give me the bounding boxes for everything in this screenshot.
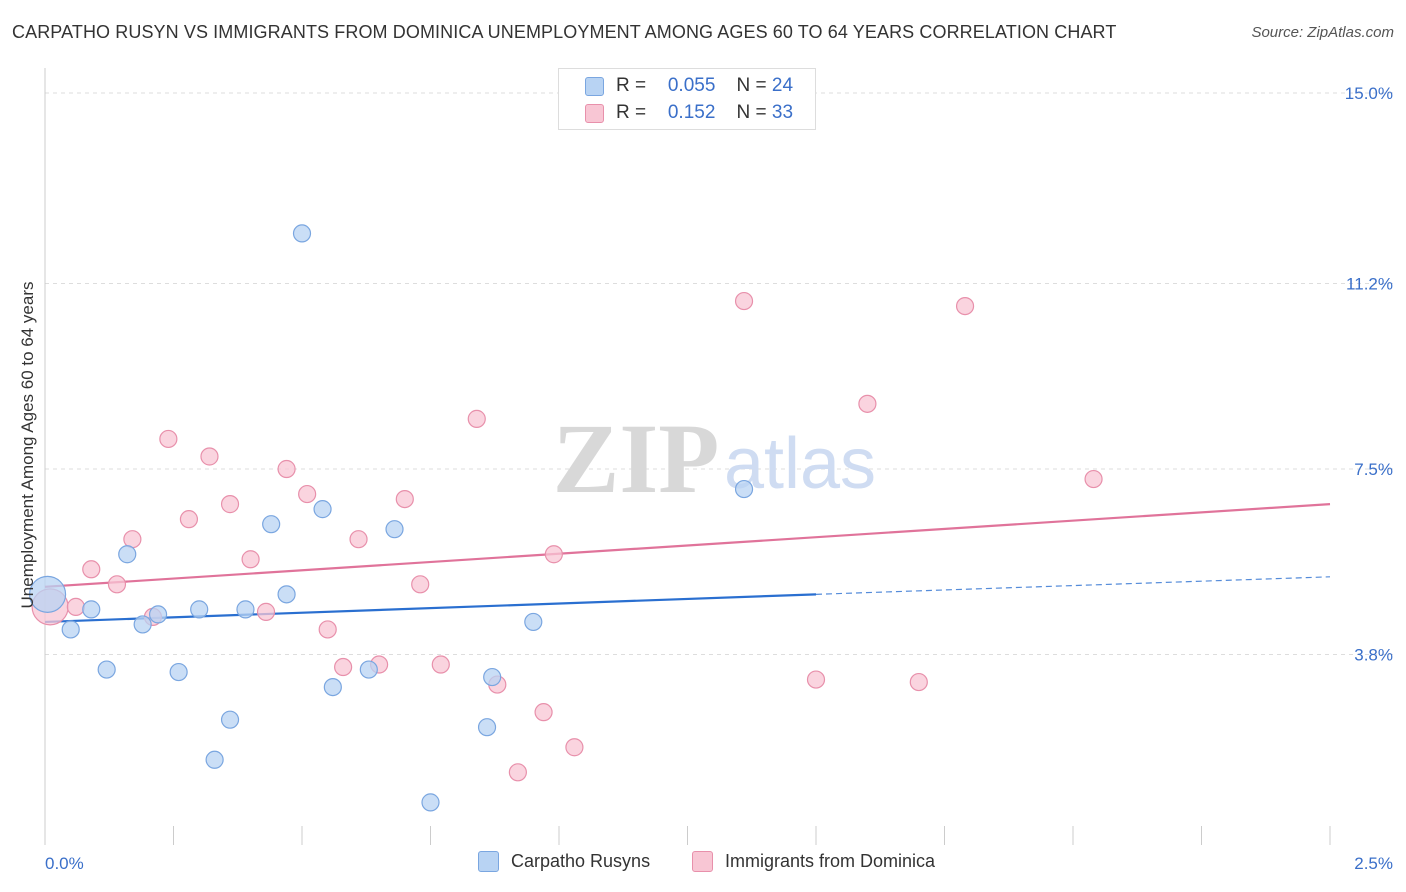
trend-lines — [44, 503, 1331, 624]
carpatho-rusyn-point — [313, 500, 332, 519]
carpatho-rusyn-point — [734, 479, 754, 499]
dominica-point — [349, 530, 368, 549]
chart-title: CARPATHO RUSYN VS IMMIGRANTS FROM DOMINI… — [12, 22, 1117, 42]
pink-n-value: 33 — [771, 102, 794, 123]
blue-swatch — [478, 851, 499, 872]
dominica-point — [200, 447, 219, 466]
dominica-point — [241, 550, 260, 569]
carpatho-rusyn-point — [277, 585, 296, 604]
dominica-point — [66, 597, 85, 616]
dominica-point — [220, 495, 240, 514]
legend-item-immigrants-dominica: Immigrants from Dominica — [692, 851, 935, 872]
legend-row-blue: R = 0.055 N = 24 — [585, 74, 793, 98]
dominica-point — [806, 670, 826, 689]
blue-trend-extension — [815, 576, 1331, 595]
legend-row-pink: R = 0.152 N = 33 — [585, 101, 793, 125]
blue-r-value: 0.055 — [667, 75, 716, 96]
carpatho-rusyn-point — [61, 620, 80, 639]
dominica-point — [1084, 469, 1103, 489]
carpatho-rusyn-point — [97, 660, 116, 679]
carpatho-rusyn-point — [359, 660, 378, 679]
correlation-legend: R = 0.055 N = 24 R = 0.152 N = 33 — [558, 68, 816, 130]
axes — [44, 68, 1331, 845]
dominica-point — [179, 510, 199, 529]
dominica-point — [277, 459, 296, 479]
blue-swatch — [585, 76, 604, 96]
dominica-point — [318, 620, 337, 639]
pink-swatch — [692, 851, 713, 872]
carpatho-rusyn-point — [190, 600, 209, 619]
dominica-point — [544, 545, 563, 564]
pink-trend-line — [44, 503, 1331, 588]
y-axis-label: Unemployment Among Ages 60 to 64 years — [18, 281, 37, 609]
dominica-point — [955, 296, 975, 316]
dominica-point — [298, 484, 317, 504]
source-label: Source: ZipAtlas.com — [1251, 24, 1394, 41]
carpatho-rusyn-point — [483, 667, 502, 687]
data-points — [28, 224, 1103, 812]
carpatho-rusyn-point — [292, 224, 312, 243]
carpatho-rusyn-point — [169, 662, 188, 682]
dominica-point — [909, 672, 928, 692]
y-tick-label: 15.0% — [1345, 84, 1393, 103]
carpatho-rusyn-point — [220, 710, 240, 729]
dominica-point — [123, 530, 142, 549]
blue-n-value: 24 — [771, 75, 794, 96]
blue-trend-line — [44, 593, 817, 624]
dominica-point — [508, 763, 527, 782]
dominica-point — [734, 291, 754, 311]
grid-lines — [45, 92, 1395, 656]
dominica-point — [107, 575, 127, 594]
y-tick-label: 7.5% — [1354, 460, 1393, 479]
x-tick-label: 0.0% — [45, 854, 84, 873]
carpatho-rusyn-point — [205, 750, 224, 769]
dominica-point — [858, 394, 877, 413]
dominica-point — [411, 575, 430, 594]
legend-item-carpatho-rusyns: Carpatho Rusyns — [478, 851, 650, 872]
x-tick-label: 2.5% — [1354, 854, 1393, 873]
dominica-point — [467, 409, 486, 428]
dominica-point — [256, 602, 276, 621]
carpatho-rusyn-point — [421, 793, 440, 812]
carpatho-rusyn-point — [323, 677, 342, 697]
y-tick-label: 3.8% — [1354, 646, 1393, 665]
dominica-point — [565, 738, 584, 757]
dominica-point — [82, 560, 101, 579]
pink-r-value: 0.152 — [667, 102, 716, 123]
carpatho-rusyn-point — [477, 718, 497, 737]
carpatho-rusyn-point — [82, 600, 101, 619]
carpatho-rusyn-point — [262, 515, 281, 534]
carpatho-rusyn-point — [385, 520, 404, 539]
carpatho-rusyn-point — [118, 545, 137, 564]
dominica-point — [334, 657, 353, 677]
carpatho-rusyn-point — [148, 605, 168, 624]
y-tick-label: 11.2% — [1346, 275, 1393, 294]
carpatho-rusyn-point — [133, 615, 152, 634]
carpatho-rusyn-point — [28, 575, 67, 613]
watermark-zip: ZIP — [553, 403, 720, 514]
pink-swatch — [585, 103, 604, 123]
tick-labels: 3.8% 7.5% 11.2% 15.0% 0.0% 2.5% — [45, 84, 1393, 873]
dominica-point — [534, 703, 553, 722]
dominica-point — [159, 429, 178, 449]
carpatho-rusyn-point — [524, 612, 543, 632]
dominica-point — [431, 655, 450, 674]
dominica-point — [395, 489, 414, 509]
carpatho-rusyn-point — [236, 600, 255, 619]
